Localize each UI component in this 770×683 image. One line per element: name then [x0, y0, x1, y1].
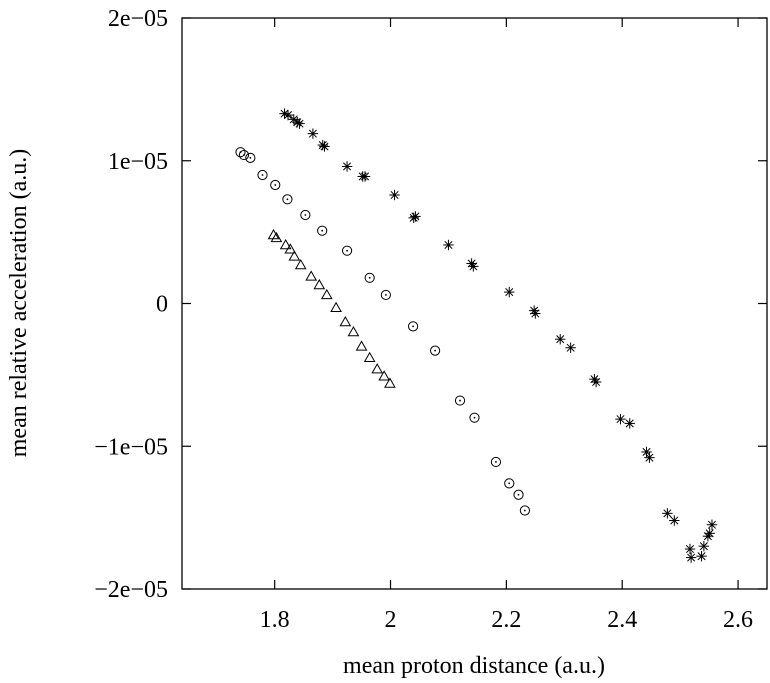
- y-axis: −2e−05 −1e−05 0 1e−05 2e−05: [94, 6, 767, 603]
- data-point-circle: [245, 152, 256, 163]
- data-point-star: [698, 540, 710, 552]
- y-tick-label: −2e−05: [94, 577, 168, 603]
- data-point-circle: [257, 169, 268, 181]
- data-point-star: [341, 161, 353, 172]
- data-point-star: [468, 261, 479, 272]
- data-point-star: [389, 189, 400, 201]
- data-point-triangle: [339, 316, 352, 327]
- data-point-circle: [469, 412, 480, 423]
- y-tick-label: 2e−05: [108, 6, 168, 32]
- data-point-circle: [519, 505, 530, 516]
- data-point-star: [410, 211, 421, 222]
- data-point-triangle: [284, 243, 297, 254]
- data-point-circle: [454, 395, 466, 406]
- data-point-circle: [270, 179, 281, 191]
- y-tick-label: −1e−05: [94, 434, 168, 460]
- data-point-circle: [490, 456, 502, 468]
- data-point-star: [307, 128, 319, 139]
- data-point-star: [590, 376, 602, 388]
- data-point-triangle: [270, 231, 283, 243]
- data-point-star: [696, 550, 707, 562]
- data-point-star: [644, 452, 655, 463]
- x-tick-label: 2.2: [491, 607, 521, 633]
- data-point-star: [466, 258, 477, 269]
- x-tick-label: 2: [385, 607, 397, 633]
- data-point-triangle: [305, 270, 318, 281]
- data-point-triangle: [330, 301, 342, 313]
- data-point-star: [641, 446, 652, 458]
- data-point-circle: [513, 489, 524, 500]
- data-point-circle: [364, 272, 375, 283]
- data-point-star: [555, 333, 566, 345]
- data-point-circle: [282, 194, 293, 205]
- y-tick-label: 1e−05: [108, 149, 168, 175]
- data-point-star: [702, 530, 714, 542]
- data-point-circle: [408, 321, 419, 332]
- data-point-star: [624, 418, 635, 429]
- data-point-circle: [300, 209, 311, 221]
- data-point-circle: [504, 478, 515, 489]
- data-point-star: [704, 528, 715, 539]
- data-point-star: [565, 342, 576, 353]
- data-point-star: [669, 515, 680, 526]
- y-axis-label: mean relative acceleration (a.u.): [6, 149, 32, 457]
- y-tick-label: 0: [156, 292, 168, 318]
- data-point-triangle: [355, 340, 368, 351]
- data-point-star: [443, 239, 454, 251]
- data-point-triangle: [288, 250, 301, 261]
- data-point-star: [282, 109, 294, 121]
- data-point-triangle: [313, 278, 326, 290]
- data-point-star: [294, 118, 305, 129]
- data-point-star: [319, 141, 330, 152]
- data-point-star: [359, 171, 371, 182]
- data-points: [235, 108, 718, 563]
- data-point-triangle: [347, 326, 360, 337]
- data-point-triangle: [371, 363, 384, 374]
- x-axis: 1.8 2 2.2 2.4 2.6: [260, 18, 753, 633]
- data-point-circle: [238, 149, 250, 161]
- data-point-star: [615, 413, 626, 425]
- data-point-circle: [317, 225, 328, 236]
- data-point-star: [684, 543, 696, 555]
- data-point-triangle: [320, 288, 333, 300]
- data-point-triangle: [384, 377, 396, 388]
- data-point-star: [706, 519, 718, 530]
- data-point-triangle: [279, 238, 292, 250]
- data-point-circle: [341, 245, 353, 256]
- data-point-triangle: [294, 258, 307, 270]
- data-point-triangle: [378, 370, 391, 381]
- data-point-star: [685, 552, 697, 563]
- x-axis-label: mean proton distance (a.u.): [343, 653, 605, 679]
- data-point-triangle: [363, 351, 376, 362]
- x-tick-label: 2.6: [723, 607, 753, 633]
- data-point-circle: [380, 289, 391, 301]
- data-point-star: [662, 508, 673, 519]
- data-point-circle: [430, 345, 441, 356]
- x-tick-label: 1.8: [260, 607, 290, 633]
- data-point-star: [589, 373, 600, 385]
- data-point-star: [530, 308, 541, 319]
- data-point-star: [504, 286, 515, 298]
- x-tick-label: 2.4: [607, 607, 637, 633]
- plot-frame: [181, 17, 768, 590]
